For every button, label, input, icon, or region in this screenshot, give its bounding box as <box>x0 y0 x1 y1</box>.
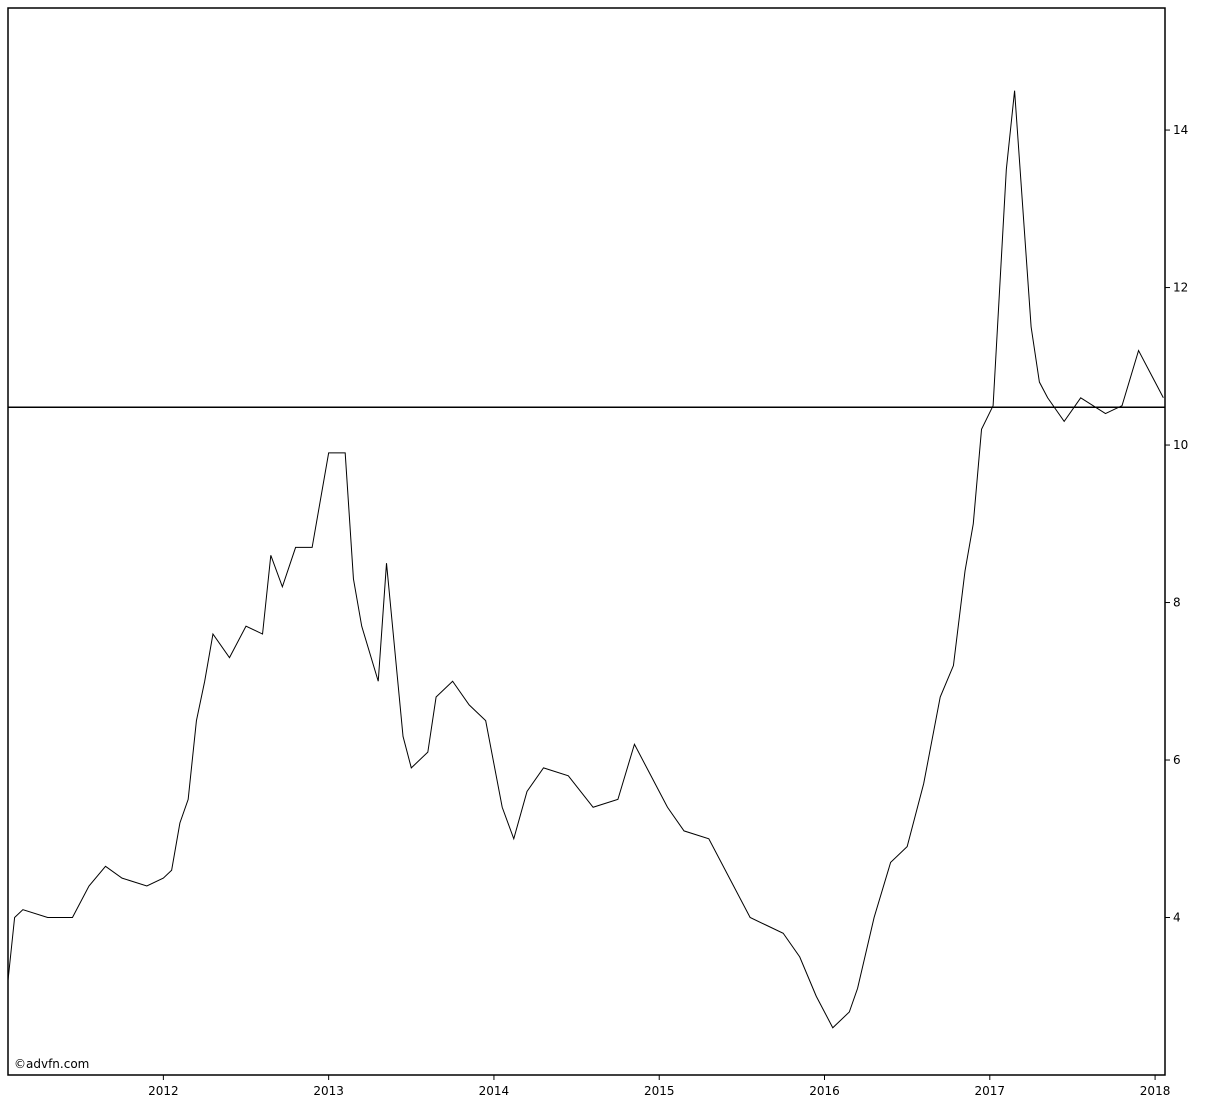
x-tick-label: 2016 <box>809 1084 840 1098</box>
x-tick-label: 2013 <box>313 1084 344 1098</box>
price-line <box>7 90 1164 1029</box>
y-tick-label: 10 <box>1173 438 1188 452</box>
y-tick-label: 6 <box>1173 753 1181 767</box>
x-tick-label: 2018 <box>1140 1084 1171 1098</box>
watermark: ©advfn.com <box>14 1057 89 1071</box>
y-tick-label: 4 <box>1173 911 1181 925</box>
x-tick-label: 2015 <box>644 1084 675 1098</box>
plot-frame <box>7 7 1166 1076</box>
y-tick-label: 14 <box>1173 123 1188 137</box>
y-tick-label: 8 <box>1173 596 1181 610</box>
x-tick-label: 2014 <box>479 1084 510 1098</box>
x-tick-label: 2017 <box>975 1084 1006 1098</box>
x-tick-label: 2012 <box>148 1084 179 1098</box>
y-tick-label: 12 <box>1173 281 1188 295</box>
